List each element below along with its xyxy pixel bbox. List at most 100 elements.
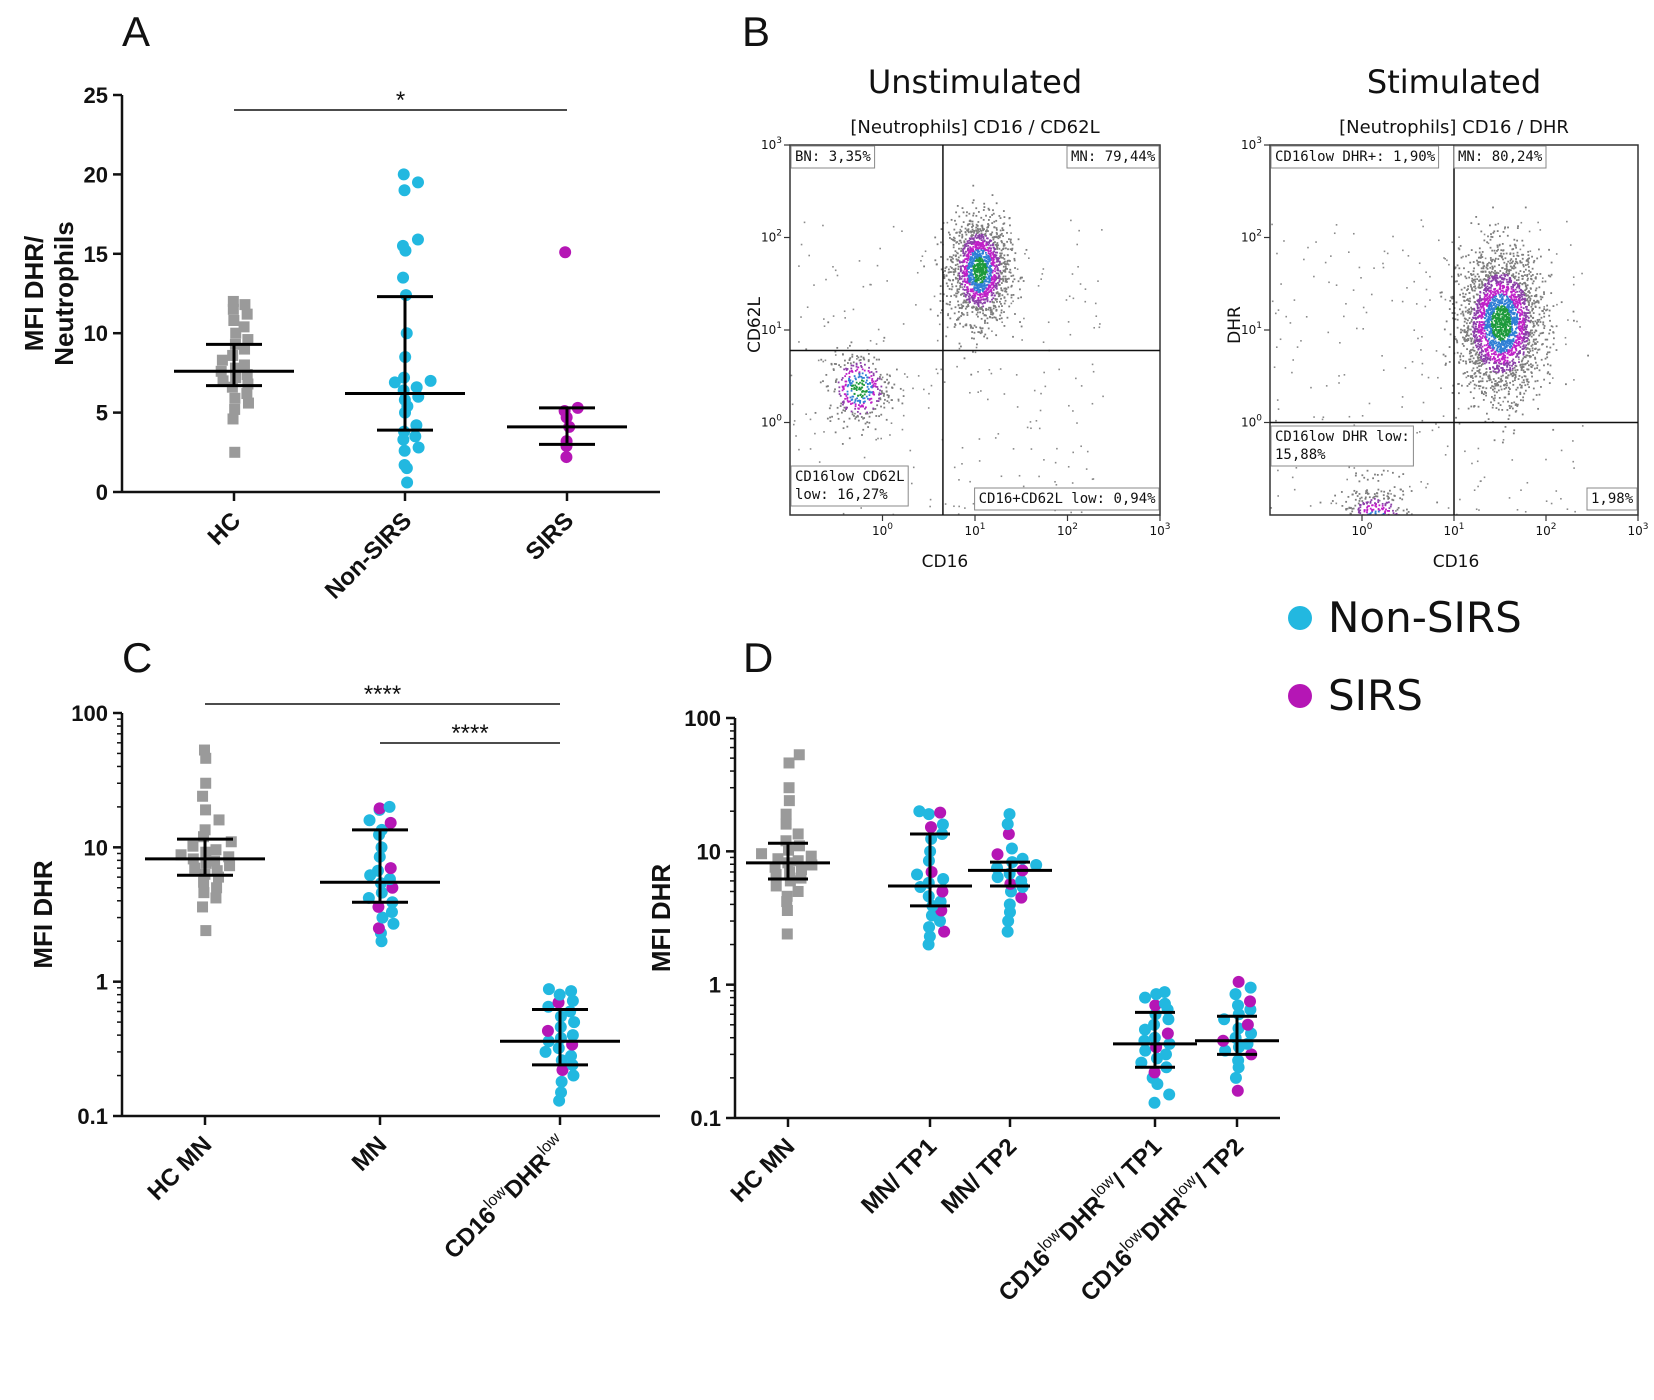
flow-event (995, 264, 998, 267)
flow-event (982, 218, 985, 221)
flow-event (996, 265, 999, 268)
flow-event (1490, 235, 1493, 238)
flow-event (1485, 336, 1488, 338)
flow-event (865, 381, 867, 384)
flow-event (1470, 342, 1473, 345)
flow-event (828, 407, 831, 410)
flow-event (948, 288, 951, 290)
flow-event (928, 392, 930, 395)
flow-event (1504, 342, 1507, 345)
flow-event (1040, 278, 1043, 280)
flow-event (1482, 335, 1484, 337)
flow-event (835, 378, 838, 381)
flow-event (971, 274, 974, 277)
flow-event (996, 267, 999, 270)
flow-event (957, 256, 960, 259)
data-point-hc (228, 314, 240, 326)
flow-event (981, 295, 984, 298)
flow-event (849, 344, 851, 347)
flow-event (1515, 349, 1518, 352)
flow-event (979, 255, 982, 258)
flow-event (1505, 316, 1508, 319)
flow-event (877, 328, 880, 331)
flow-event (861, 391, 863, 393)
flow-event (1546, 372, 1549, 375)
flow-event (1425, 486, 1427, 489)
flow-event (1000, 262, 1003, 265)
flow-event (967, 242, 969, 244)
flow-event (982, 245, 985, 248)
flow-event (992, 244, 995, 246)
flow-event (995, 276, 998, 279)
flow-event (974, 253, 977, 256)
flow-event (862, 380, 865, 383)
flow-event (960, 247, 963, 250)
flow-event (1458, 267, 1461, 270)
flow-event (948, 233, 951, 236)
flow-event (1494, 297, 1497, 300)
flow-event (1468, 291, 1471, 294)
flow-event (1572, 276, 1575, 278)
flow-event (958, 260, 961, 263)
flow-event (1478, 362, 1480, 365)
flow-event (1472, 379, 1475, 382)
flow-event (985, 292, 987, 295)
flow-event (1489, 323, 1492, 326)
flow-event (974, 246, 977, 249)
flow-event (865, 406, 867, 409)
flow-event (1054, 461, 1057, 464)
flow-event (1514, 374, 1517, 376)
flow-event (921, 255, 924, 258)
flow-event (1431, 429, 1434, 432)
flow-event (993, 226, 996, 229)
flow-event (975, 255, 978, 257)
tick-base: 10 (761, 231, 776, 245)
flow-event (1550, 273, 1553, 276)
flow-event (1470, 339, 1473, 341)
flow-event (963, 289, 966, 291)
flow-event (978, 266, 981, 269)
flow-event (1470, 405, 1473, 408)
flow-event (1382, 266, 1385, 269)
flow-event (1491, 318, 1494, 320)
flow-event (1501, 341, 1504, 344)
flow-event (1507, 374, 1510, 377)
flow-event (1469, 261, 1472, 264)
flow-event (872, 407, 875, 410)
flow-event (989, 266, 991, 269)
flow-event (1496, 336, 1499, 339)
flow-event (974, 351, 977, 354)
flow-event (1476, 340, 1479, 343)
flow-event (984, 286, 987, 289)
flow-event (1531, 308, 1534, 310)
flow-event (871, 379, 873, 382)
flow-event (984, 271, 987, 274)
flow-event (994, 298, 997, 301)
flow-event (1505, 302, 1508, 304)
flow-event (979, 307, 981, 309)
flow-event (863, 369, 866, 372)
flow-event (997, 237, 1000, 240)
flow-event (1489, 286, 1492, 289)
flow-event (851, 413, 854, 416)
flow-event (972, 502, 975, 505)
flow-event (972, 238, 975, 241)
flow-event (975, 292, 978, 295)
flow-event (1516, 403, 1519, 406)
flow-event (1275, 346, 1278, 348)
flow-event (1007, 277, 1010, 280)
flow-event (1474, 353, 1477, 356)
flow-event (967, 295, 970, 298)
flow-event (1515, 327, 1517, 330)
flow-event (1472, 349, 1475, 352)
flow-event (963, 247, 966, 250)
flow-event (1471, 325, 1474, 328)
flow-event (966, 261, 968, 264)
flow-event (1529, 333, 1532, 336)
flow-event (1488, 290, 1491, 292)
flow-event (1521, 278, 1524, 280)
flow-event (997, 260, 999, 263)
flow-event (1485, 338, 1487, 341)
flow-event (1476, 262, 1479, 265)
flow-event (1474, 336, 1476, 339)
